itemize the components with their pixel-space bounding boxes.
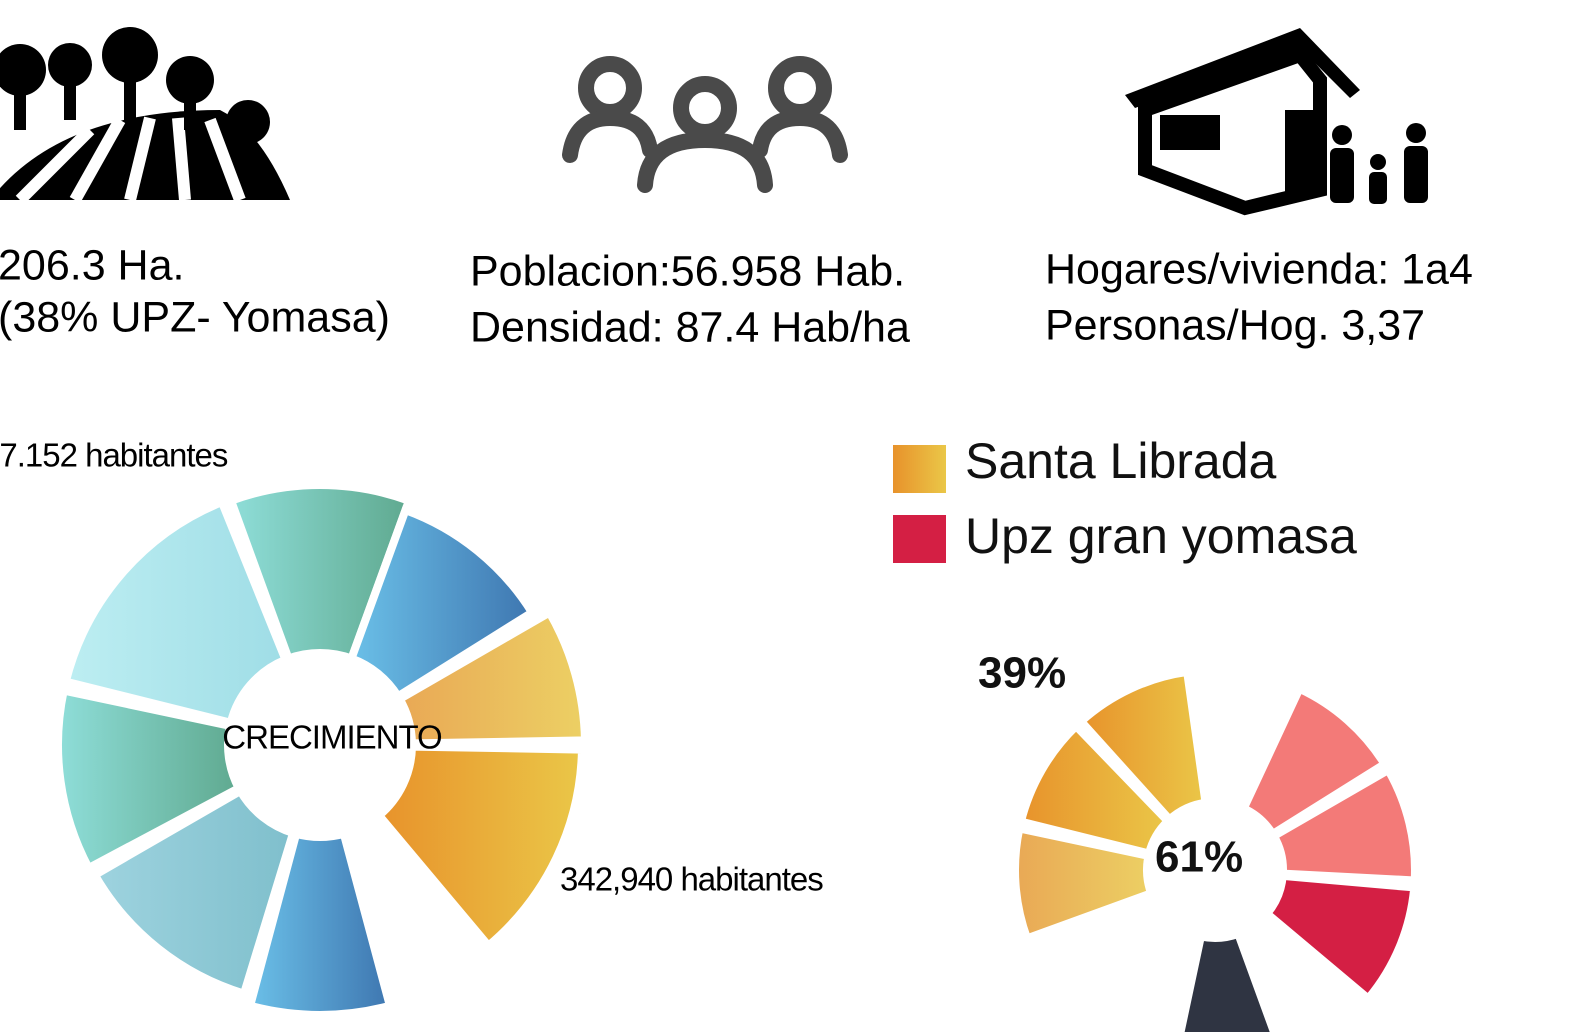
donut-segment xyxy=(346,504,538,702)
growth-donut xyxy=(54,481,590,1019)
share-label: 61% xyxy=(1155,833,1243,882)
house-icon xyxy=(1125,28,1428,216)
share-donut xyxy=(1011,667,1420,1032)
donut-segment xyxy=(89,785,299,999)
area-line2: (38% UPZ- Yomasa) xyxy=(0,293,390,341)
population-line1: Poblacion:56.958 Hab. xyxy=(470,247,905,295)
growth-end-label: 342,940 habitantes xyxy=(560,861,823,898)
donut-segment xyxy=(1075,667,1211,826)
population-line2: Densidad: 87.4 Hab/ha xyxy=(470,303,910,351)
legend-label: Santa Librada xyxy=(965,433,1277,489)
donut-segment xyxy=(1011,823,1157,944)
area-line1: 206.3 Ha. xyxy=(0,241,184,289)
donut-segment xyxy=(245,828,395,1019)
growth-center-label: CRECIMIENTO xyxy=(222,719,442,756)
donut-segment xyxy=(1176,928,1279,1032)
share-label: 39% xyxy=(978,649,1066,698)
households-line1: Hogares/vivienda: 1a4 xyxy=(1045,245,1473,293)
growth-start-label: 37.152 habitantes xyxy=(0,437,228,474)
legend-swatch xyxy=(893,515,946,563)
land-icon xyxy=(0,27,290,205)
legend-swatch xyxy=(893,445,946,493)
donut-segment xyxy=(1268,764,1420,885)
donut-segment xyxy=(1238,683,1391,840)
people-icon xyxy=(562,56,848,193)
donut-segment xyxy=(54,685,245,874)
legend-label: Upz gran yomasa xyxy=(965,508,1357,564)
households-line2: Personas/Hog. 3,37 xyxy=(1045,301,1425,349)
donut-segment xyxy=(60,496,291,728)
donut-segment xyxy=(1261,871,1419,1005)
donut-segment xyxy=(394,607,590,748)
donut-segment xyxy=(373,742,587,952)
donut-segment xyxy=(1016,720,1174,859)
